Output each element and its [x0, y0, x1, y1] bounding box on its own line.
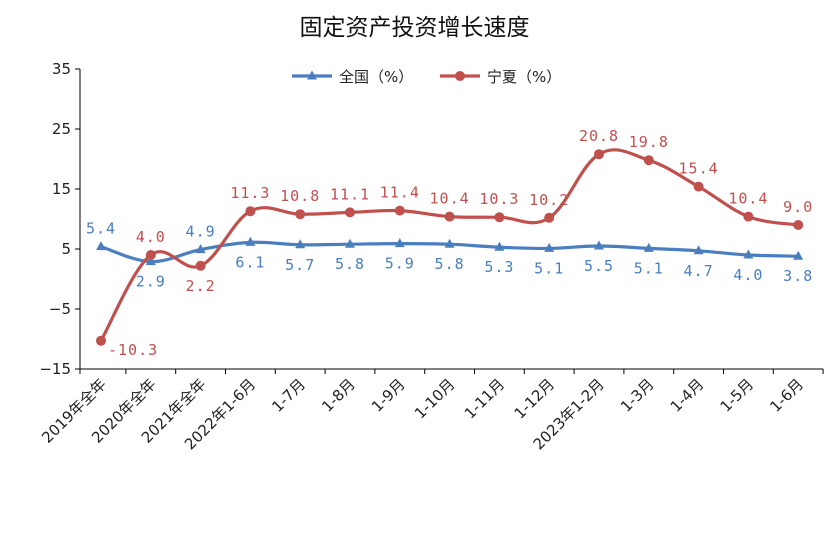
- data-point: [743, 249, 754, 259]
- x-tick-label: 1-12月: [511, 375, 558, 422]
- data-point: [345, 238, 355, 248]
- data-point: [394, 238, 405, 248]
- y-tick-label: 15: [52, 180, 71, 198]
- y-tick-label: −5: [49, 300, 71, 318]
- data-point: [494, 241, 505, 251]
- data-point: [693, 181, 704, 192]
- data-label: 19.8: [629, 133, 669, 151]
- data-point: [245, 236, 256, 246]
- x-tick-label: 1-5月: [717, 375, 758, 416]
- data-label: 5.5: [584, 257, 614, 275]
- data-label: 10.2: [529, 191, 569, 209]
- legend: 全国（%） 宁夏（%）: [292, 68, 561, 86]
- data-label: 20.8: [579, 127, 619, 145]
- y-tick-label: 35: [52, 60, 71, 78]
- data-label: 11.1: [330, 185, 370, 203]
- data-label: 5.3: [484, 258, 514, 276]
- data-point: [544, 212, 555, 223]
- legend-label: 宁夏（%）: [487, 68, 561, 86]
- data-point: [444, 238, 455, 248]
- data-label: 2.2: [186, 277, 216, 295]
- data-point: [494, 212, 505, 223]
- chart-title: 固定资产投资增长速度: [299, 15, 530, 41]
- x-tick-label: 1-4月: [667, 375, 708, 416]
- data-label: 4.0: [136, 228, 166, 246]
- x-tick-label: 1-9月: [368, 375, 409, 416]
- x-tick-label: 1-11月: [461, 375, 508, 422]
- data-point: [245, 206, 256, 217]
- data-label: 5.4: [86, 220, 116, 238]
- data-label: 10.4: [430, 190, 470, 208]
- data-label: 4.0: [733, 266, 763, 284]
- data-label: 11.4: [380, 184, 420, 202]
- data-point: [643, 242, 654, 252]
- x-tick-label: 1-10月: [411, 375, 458, 422]
- data-point: [195, 260, 206, 271]
- x-tick-label: 1-6月: [766, 375, 807, 416]
- data-label: 4.7: [684, 262, 714, 280]
- data-label: 5.9: [385, 255, 415, 273]
- data-point: [743, 211, 754, 222]
- data-point: [594, 149, 604, 160]
- y-tick-label: 5: [61, 240, 71, 258]
- legend-marker: [455, 71, 465, 81]
- data-label: 5.1: [534, 259, 564, 277]
- data-point: [643, 155, 654, 166]
- data-label: 5.8: [435, 255, 465, 273]
- legend-marker: [307, 70, 317, 80]
- data-point: [96, 241, 106, 251]
- data-point: [195, 244, 206, 254]
- data-point: [345, 207, 355, 218]
- y-tick-label: 25: [52, 120, 71, 138]
- data-point: [693, 245, 704, 255]
- x-tick-label: 1-8月: [318, 375, 359, 416]
- data-point: [295, 239, 306, 249]
- data-point: [96, 335, 106, 346]
- series-national: 5.4 2.9 4.9 6.1 5.7 5.8 5.9 5.8 5.3 5.1 5.5 5.1 4.7 4…: [86, 220, 813, 291]
- data-point: [793, 250, 804, 260]
- data-label: 11.3: [230, 184, 270, 202]
- data-label: 5.8: [335, 255, 365, 273]
- data-label: 5.1: [634, 259, 664, 277]
- data-point: [793, 220, 804, 230]
- data-label: 15.4: [679, 160, 719, 178]
- data-label: 5.7: [285, 256, 315, 274]
- data-label: 6.1: [235, 253, 265, 271]
- data-point: [444, 211, 455, 222]
- data-point: [594, 240, 604, 250]
- data-label: 10.4: [728, 190, 768, 208]
- x-tick-label: 1-7月: [268, 375, 309, 416]
- data-point: [145, 256, 156, 266]
- y-tick-label: −15: [39, 360, 71, 378]
- data-point: [145, 250, 156, 260]
- data-label: -10.3: [108, 341, 158, 359]
- data-label: 2.9: [136, 273, 166, 291]
- data-label: 10.3: [479, 190, 519, 208]
- data-point: [394, 205, 405, 216]
- series-ningxia: -10.3 4.0 2.2 11.3 10.8 11.1 11.4 10.4 10.3 10.2 2…: [96, 127, 813, 359]
- data-point: [295, 209, 306, 220]
- data-label: 9.0: [783, 198, 813, 216]
- data-label: 3.8: [783, 267, 813, 285]
- data-label: 4.9: [186, 223, 216, 241]
- data-label: 10.8: [280, 187, 320, 205]
- data-point: [544, 242, 555, 252]
- legend-label: 全国（%）: [339, 68, 413, 86]
- x-tick-label: 1-3月: [617, 375, 658, 416]
